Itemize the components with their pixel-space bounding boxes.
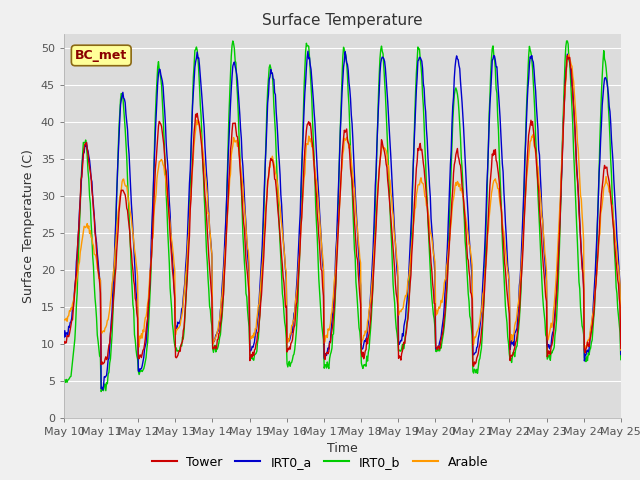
Arable	[581, 348, 589, 354]
IRT0_a	[70, 294, 78, 300]
IRT0_b	[97, 389, 105, 395]
Tower	[60, 340, 68, 346]
Arable	[410, 217, 418, 223]
Tower	[410, 206, 418, 212]
IRT0_b	[428, 295, 436, 301]
IRT0_a	[412, 107, 419, 113]
Line: Arable: Arable	[64, 54, 621, 351]
IRT0_a	[128, 213, 136, 218]
IRT0_b	[229, 38, 237, 44]
IRT0_a	[304, 48, 312, 54]
IRT0_a	[428, 226, 436, 231]
Y-axis label: Surface Temperature (C): Surface Temperature (C)	[22, 149, 35, 302]
IRT0_a	[60, 335, 68, 340]
IRT0_b	[60, 378, 68, 384]
IRT0_a	[99, 387, 107, 393]
IRT0_b	[617, 357, 625, 362]
IRT0_a	[185, 204, 193, 209]
Tower	[214, 337, 221, 343]
IRT0_b	[214, 344, 222, 349]
Arable	[565, 51, 573, 57]
Line: IRT0_b: IRT0_b	[64, 41, 621, 392]
Arable	[214, 329, 221, 335]
Title: Surface Temperature: Surface Temperature	[262, 13, 422, 28]
Tower	[127, 249, 135, 255]
IRT0_a	[617, 352, 625, 358]
Legend: Tower, IRT0_a, IRT0_b, Arable: Tower, IRT0_a, IRT0_b, Arable	[147, 451, 493, 474]
Arable	[184, 239, 192, 244]
Tower	[470, 363, 477, 369]
Line: Tower: Tower	[64, 56, 621, 366]
Tower	[70, 299, 78, 304]
X-axis label: Time: Time	[327, 442, 358, 455]
IRT0_a	[214, 328, 222, 334]
Arable	[127, 216, 135, 222]
Tower	[564, 53, 572, 59]
Text: BC_met: BC_met	[75, 49, 127, 62]
Tower	[617, 346, 625, 351]
Arable	[426, 229, 434, 235]
Tower	[426, 248, 434, 253]
IRT0_b	[412, 89, 419, 95]
IRT0_b	[128, 285, 136, 291]
IRT0_b	[70, 345, 78, 350]
Tower	[184, 263, 192, 269]
Arable	[70, 294, 78, 300]
IRT0_b	[185, 227, 193, 233]
Arable	[60, 317, 68, 323]
Arable	[617, 348, 625, 353]
Line: IRT0_a: IRT0_a	[64, 51, 621, 390]
